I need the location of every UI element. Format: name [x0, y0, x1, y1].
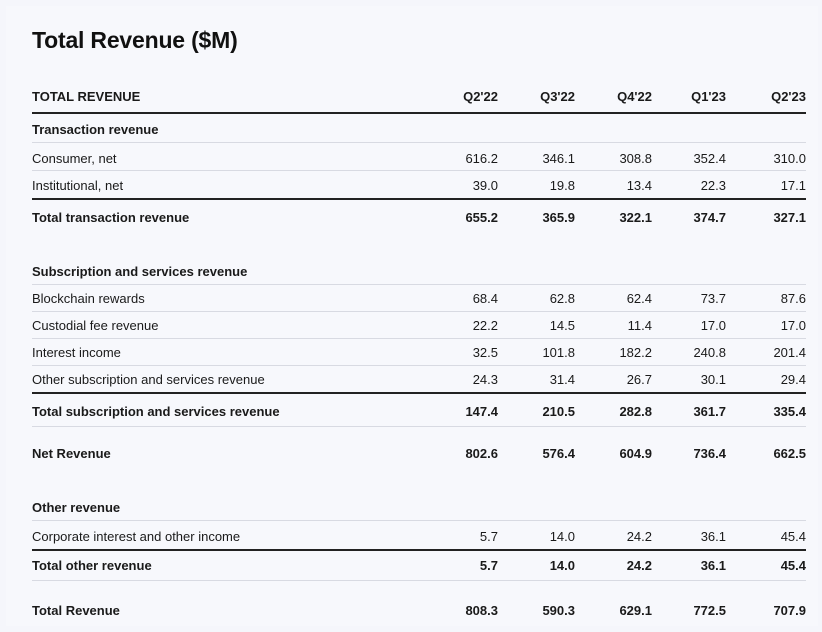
row-label: Blockchain rewards [32, 291, 145, 306]
row-label: Interest income [32, 345, 121, 360]
row-value: 87.6 [780, 291, 806, 306]
header-period: Q2'22 [463, 89, 498, 104]
row-value: 322.1 [619, 210, 652, 225]
row-divider [32, 284, 806, 285]
row-value: 73.7 [700, 291, 726, 306]
section-heading-label: Subscription and services revenue [32, 264, 248, 279]
row-value: 13.4 [626, 178, 652, 193]
row-value: 182.2 [619, 345, 652, 360]
header-period: Q1'23 [691, 89, 726, 104]
total-divider [32, 198, 806, 200]
row-value: 662.5 [773, 446, 806, 461]
row-value: 14.0 [549, 558, 575, 573]
row-value: 616.2 [465, 151, 498, 166]
row-value: 346.1 [542, 151, 575, 166]
row-value: 11.4 [627, 318, 652, 333]
row-label: Total subscription and services revenue [32, 404, 280, 419]
page-title: Total Revenue ($M) [32, 27, 238, 53]
row-divider [32, 311, 806, 312]
row-value: 327.1 [773, 210, 806, 225]
row-divider [32, 520, 806, 521]
row-divider [32, 426, 806, 427]
row-value: 19.8 [549, 178, 575, 193]
row-value: 26.7 [626, 372, 652, 387]
row-value: 5.7 [479, 558, 498, 573]
row-value: 736.4 [693, 446, 726, 461]
total-divider [32, 392, 806, 394]
row-value: 808.3 [465, 603, 498, 618]
row-value: 24.2 [626, 558, 652, 573]
row-value: 240.8 [693, 345, 726, 360]
section-heading-label: Transaction revenue [32, 122, 159, 137]
row-divider [32, 142, 806, 143]
row-value: 39.0 [472, 178, 498, 193]
row-value: 590.3 [542, 603, 575, 618]
row-value: 24.3 [472, 372, 498, 387]
row-label: Corporate interest and other income [32, 529, 241, 544]
section-heading-label: Other revenue [32, 500, 121, 515]
row-value: 374.7 [693, 210, 726, 225]
row-value: 772.5 [693, 603, 726, 618]
row-value: 62.8 [549, 291, 575, 306]
revenue-card [6, 6, 818, 626]
row-value: 352.4 [693, 151, 726, 166]
row-divider [32, 170, 806, 171]
row-value: 335.4 [773, 404, 806, 419]
row-label: Custodial fee revenue [32, 318, 159, 333]
row-value: 310.0 [773, 151, 806, 166]
header-period: Q3'22 [540, 89, 575, 104]
row-label: Institutional, net [32, 178, 124, 193]
row-value: 45.4 [780, 529, 806, 544]
row-value: 282.8 [619, 404, 652, 419]
row-label: Net Revenue [32, 446, 111, 461]
row-value: 655.2 [465, 210, 498, 225]
row-value: 17.0 [780, 318, 806, 333]
row-value: 22.2 [472, 318, 498, 333]
row-value: 14.5 [549, 318, 575, 333]
row-value: 68.4 [472, 291, 498, 306]
row-value: 22.3 [700, 178, 726, 193]
row-label: Total transaction revenue [32, 210, 190, 225]
row-divider [32, 365, 806, 366]
row-value: 604.9 [619, 446, 652, 461]
row-value: 5.7 [479, 529, 498, 544]
row-value: 17.1 [780, 178, 806, 193]
row-value: 361.7 [693, 404, 726, 419]
row-value: 32.5 [472, 345, 498, 360]
row-value: 36.1 [700, 558, 726, 573]
header-period: Q4'22 [617, 89, 652, 104]
row-value: 365.9 [542, 210, 575, 225]
header-period: Q2'23 [771, 89, 806, 104]
row-value: 24.2 [626, 529, 652, 544]
row-value: 17.0 [700, 318, 726, 333]
row-divider [32, 338, 806, 339]
row-value: 629.1 [619, 603, 652, 618]
row-value: 210.5 [542, 404, 575, 419]
row-value: 31.4 [549, 372, 575, 387]
row-label: Total Revenue [32, 603, 120, 618]
row-value: 30.1 [700, 372, 726, 387]
row-value: 29.4 [780, 372, 806, 387]
row-value: 62.4 [626, 291, 652, 306]
row-value: 707.9 [773, 603, 806, 618]
row-value: 14.0 [549, 529, 575, 544]
row-value: 36.1 [700, 529, 726, 544]
header-divider [32, 112, 806, 114]
row-value: 802.6 [465, 446, 498, 461]
row-value: 576.4 [542, 446, 575, 461]
row-label: Consumer, net [32, 151, 117, 166]
row-label: Total other revenue [32, 558, 152, 573]
header-label: TOTAL REVENUE [32, 89, 141, 104]
total-divider [32, 549, 806, 551]
row-divider [32, 580, 806, 581]
row-label: Other subscription and services revenue [32, 372, 265, 387]
row-value: 308.8 [619, 151, 652, 166]
row-value: 147.4 [465, 404, 498, 419]
row-value: 45.4 [780, 558, 806, 573]
row-value: 201.4 [773, 345, 806, 360]
row-value: 101.8 [542, 345, 575, 360]
